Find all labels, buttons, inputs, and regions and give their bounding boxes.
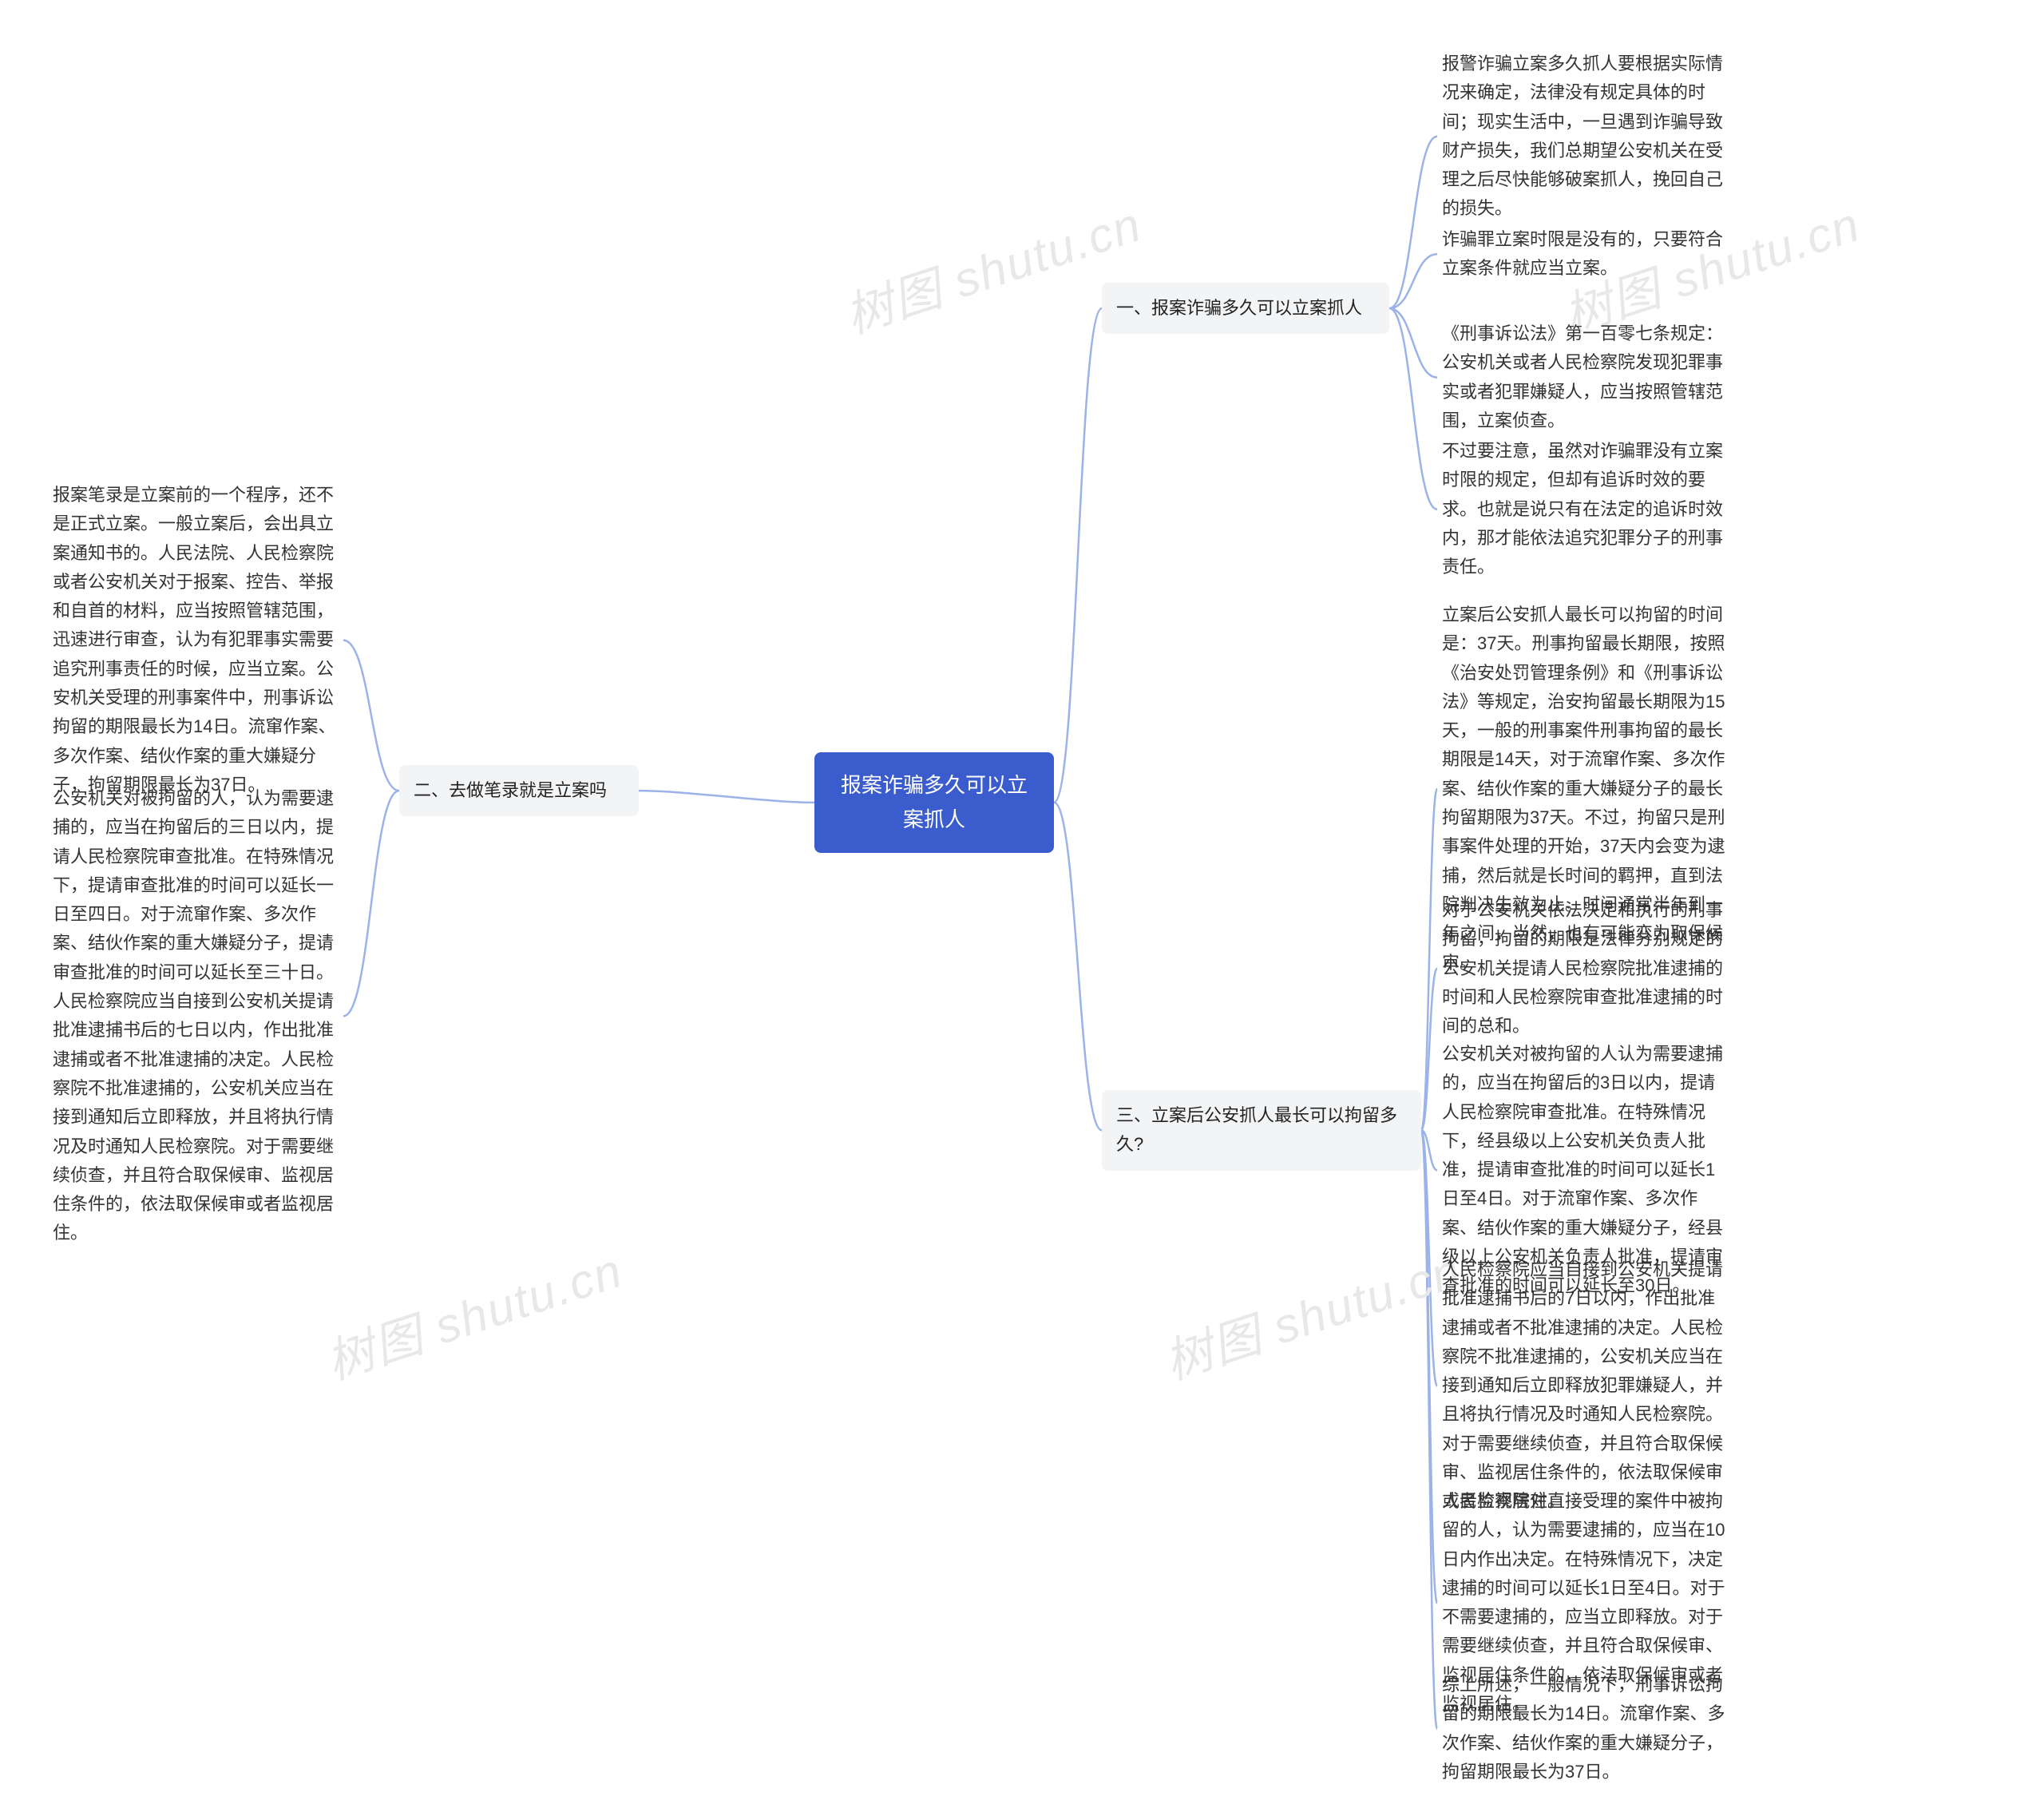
leaf-b3-6: 综上所述，一般情况下，刑事诉讼拘留的期限最长为14日。流窜作案、多次作案、结伙作… (1437, 1669, 1733, 1788)
leaf-b1-2: 诈骗罪立案时限是没有的，只要符合立案条件就应当立案。 (1437, 224, 1733, 285)
leaf-b1-1: 报警诈骗立案多久抓人要根据实际情况来确定，法律没有规定具体的时间；现实生活中，一… (1437, 48, 1733, 225)
leaf-b3-4: 人民检察院应当自接到公安机关提请批准逮捕书后的7日以内，作出批准逮捕或者不批准逮… (1437, 1254, 1733, 1518)
branch-2: 二、去做笔录就是立案吗 (399, 765, 639, 816)
mindmap-canvas: 树图 shutu.cn 树图 shutu.cn 树图 shutu.cn 树图 s… (0, 0, 2044, 1816)
branch-1: 一、报案诈骗多久可以立案抓人 (1102, 283, 1389, 334)
leaf-b2-2: 公安机关对被拘留的人，认为需要逮捕的，应当在拘留后的三日以内，提请人民检察院审查… (48, 783, 343, 1250)
leaf-b1-4: 不过要注意，虽然对诈骗罪没有立案时限的规定，但却有追诉时效的要求。也就是说只有在… (1437, 435, 1733, 583)
root-node: 报案诈骗多久可以立案抓人 (814, 752, 1054, 853)
leaf-b2-1: 报案笔录是立案前的一个程序，还不是正式立案。一般立案后，会出具立案通知书的。人民… (48, 479, 343, 801)
watermark: 树图 shutu.cn (316, 1232, 631, 1394)
leaf-b3-2: 对于公安机关依法决定和执行的刑事拘留，拘留的期限是法律分别规定的公安机关提请人民… (1437, 894, 1733, 1042)
watermark: 树图 shutu.cn (1155, 1232, 1469, 1394)
leaf-b1-3: 《刑事诉讼法》第一百零七条规定：公安机关或者人民检察院发现犯罪事实或者犯罪嫌疑人… (1437, 318, 1733, 437)
branch-3: 三、立案后公安抓人最长可以拘留多久? (1102, 1090, 1421, 1171)
